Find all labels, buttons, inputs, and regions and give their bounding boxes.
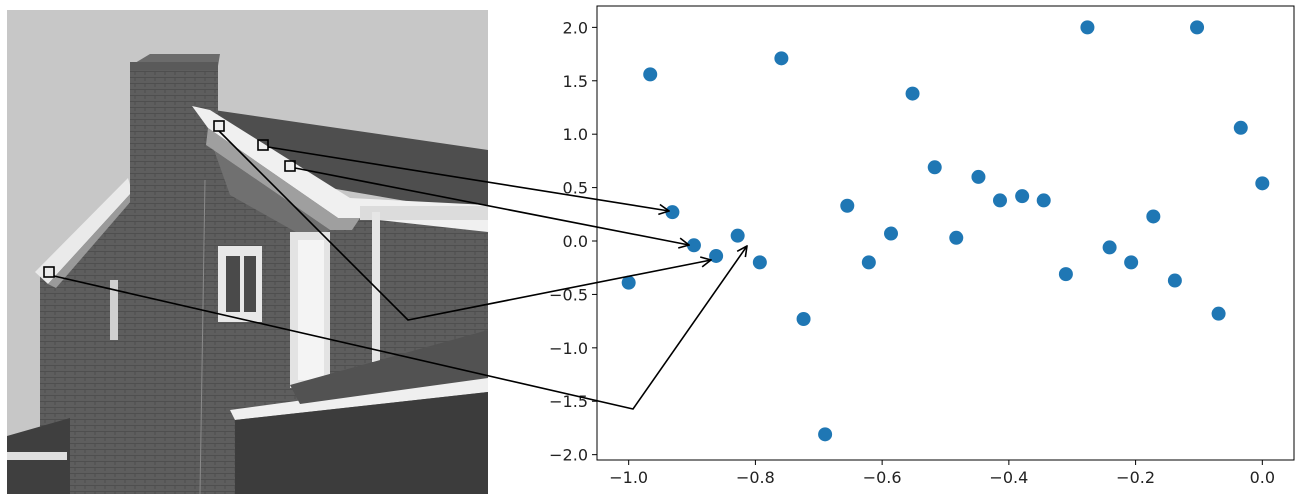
data-point	[992, 193, 1007, 208]
x-tick-label: −0.2	[1116, 468, 1155, 487]
data-point	[796, 311, 811, 326]
x-tick-label: 0.0	[1250, 468, 1275, 487]
photo-marker	[43, 266, 55, 278]
x-tick-label: −1.0	[609, 468, 648, 487]
data-point	[1080, 20, 1095, 35]
data-point	[1124, 255, 1139, 270]
data-point	[1015, 189, 1030, 204]
house-photo	[7, 10, 488, 494]
photo-roof	[200, 108, 488, 215]
data-point	[1190, 20, 1205, 35]
data-point	[1102, 240, 1117, 255]
y-axis: 2.01.51.00.50.0−0.5−1.0−1.5−2.0	[549, 18, 597, 465]
data-point	[686, 238, 701, 253]
y-tick-label: −1.5	[549, 392, 588, 411]
y-tick-label: 1.0	[563, 125, 588, 144]
data-point	[905, 86, 920, 101]
x-axis: −1.0 −0.8 −0.6 −0.4 −0.2 0.0	[609, 460, 1275, 487]
data-point	[709, 248, 724, 263]
photo-marker	[284, 160, 296, 172]
arrow	[218, 130, 711, 321]
data-point	[927, 160, 942, 175]
x-tick-label: −0.6	[863, 468, 902, 487]
y-tick-label: 0.0	[563, 232, 588, 251]
data-point	[1146, 209, 1161, 224]
data-point	[643, 67, 658, 82]
photo-marker	[257, 139, 269, 151]
data-point	[818, 427, 833, 442]
data-point	[1058, 267, 1073, 282]
data-point	[1167, 273, 1182, 288]
data-point	[840, 198, 855, 213]
data-point	[1036, 193, 1051, 208]
correspondence-arrows	[53, 130, 747, 410]
y-tick-label: 0.5	[563, 179, 588, 198]
arrow	[53, 246, 747, 410]
x-tick-label: −0.4	[989, 468, 1028, 487]
photo-eave-left	[35, 178, 132, 284]
arrow	[267, 146, 669, 211]
y-tick-label: 2.0	[563, 18, 588, 37]
data-point	[730, 228, 745, 243]
photo-chimney	[130, 66, 218, 494]
data-points	[621, 20, 1270, 442]
data-point	[884, 226, 899, 241]
x-tick-label: −0.8	[736, 468, 775, 487]
data-point	[949, 230, 964, 245]
data-point	[621, 275, 636, 290]
y-tick-label: −1.0	[549, 339, 588, 358]
plot-frame	[596, 5, 1295, 461]
y-tick-label: 1.5	[563, 72, 588, 91]
data-point	[1211, 306, 1226, 321]
data-point	[774, 51, 789, 66]
data-point	[1233, 120, 1248, 135]
arrow	[294, 167, 689, 245]
data-point	[1255, 176, 1270, 191]
y-tick-label: −2.0	[549, 446, 588, 465]
data-point	[665, 205, 680, 220]
data-point	[971, 169, 986, 184]
data-point	[752, 255, 767, 270]
data-point	[861, 255, 876, 270]
scatter-plot: −1.0 −0.8 −0.6 −0.4 −0.2 0.0 2.01.51.00.50.0−…	[549, 5, 1295, 487]
